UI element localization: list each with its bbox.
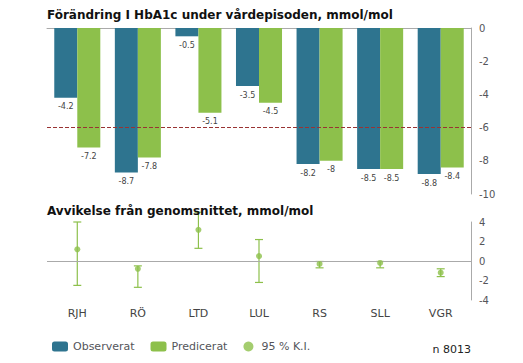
svg-text:-8.5: -8.5 [361, 174, 377, 183]
svg-text:-6: -6 [479, 122, 489, 133]
svg-text:-2: -2 [479, 275, 489, 286]
svg-text:0: 0 [479, 256, 485, 267]
svg-text:RÖ: RÖ [130, 307, 147, 320]
svg-text:-8.5: -8.5 [384, 174, 400, 183]
svg-text:Predicerat: Predicerat [172, 340, 229, 353]
svg-text:Observerat: Observerat [73, 340, 135, 353]
svg-text:SLL: SLL [371, 307, 391, 320]
svg-text:-7.8: -7.8 [142, 162, 158, 171]
svg-text:RS: RS [312, 307, 327, 320]
svg-text:-4: -4 [479, 89, 489, 100]
svg-text:-8: -8 [479, 155, 489, 166]
svg-text:Förändring I HbA1c under vårde: Förändring I HbA1c under vårdepisoden, m… [47, 8, 393, 22]
svg-text:-10: -10 [479, 189, 495, 200]
svg-text:2: 2 [479, 236, 485, 247]
svg-text:LTD: LTD [189, 307, 209, 320]
svg-text:LUL: LUL [249, 307, 270, 320]
svg-text:VGR: VGR [429, 307, 453, 320]
svg-text:-7.2: -7.2 [81, 152, 97, 161]
svg-text:-8.4: -8.4 [444, 172, 460, 181]
svg-text:-8.7: -8.7 [119, 177, 135, 186]
svg-text:-0.5: -0.5 [179, 41, 195, 50]
svg-text:-8.2: -8.2 [300, 169, 316, 178]
svg-text:-5.1: -5.1 [202, 117, 218, 126]
svg-text:-3.5: -3.5 [240, 91, 256, 100]
svg-text:n 8013: n 8013 [433, 343, 471, 356]
svg-text:-4.2: -4.2 [58, 102, 74, 111]
svg-text:Avvikelse från genomsnittet, m: Avvikelse från genomsnittet, mmol/mol [47, 204, 313, 218]
svg-text:4: 4 [479, 217, 485, 228]
svg-text:-4.5: -4.5 [263, 107, 279, 116]
svg-text:-4: -4 [479, 295, 489, 306]
svg-text:-8.8: -8.8 [421, 179, 437, 188]
svg-text:0: 0 [479, 23, 485, 34]
svg-text:-2: -2 [479, 56, 489, 67]
svg-text:-8: -8 [327, 165, 335, 174]
svg-text:RJH: RJH [68, 307, 87, 320]
svg-text:95 % K.I.: 95 % K.I. [261, 340, 310, 353]
